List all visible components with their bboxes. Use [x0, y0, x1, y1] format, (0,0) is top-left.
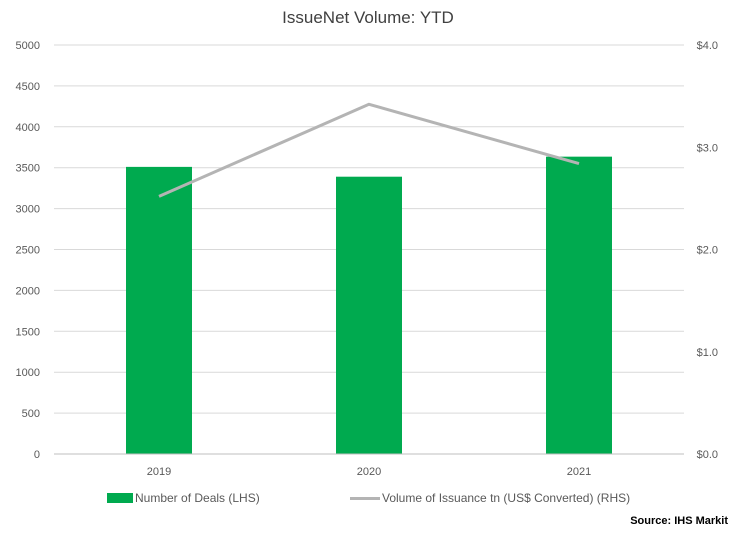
chart-title: IssueNet Volume: YTD [282, 8, 454, 27]
right-tick-label: $3.0 [697, 142, 718, 154]
legend-swatch-bar [107, 493, 133, 503]
bar-2021 [546, 156, 612, 455]
left-tick-label: 2500 [16, 245, 40, 257]
left-tick-label: 3500 [16, 163, 40, 175]
left-tick-label: 2000 [16, 285, 40, 297]
legend-item-deals: Number of Deals (LHS) [107, 491, 260, 505]
left-tick-label: 4500 [16, 81, 40, 93]
source-note: Source: IHS Markit [630, 515, 728, 527]
legend-label-volume: Volume of Issuance tn (US$ Converted) (R… [382, 491, 631, 505]
legend-label-deals: Number of Deals (LHS) [135, 491, 260, 505]
bar-2019 [126, 166, 192, 454]
x-tick-label: 2019 [147, 466, 171, 478]
right-tick-label: $4.0 [697, 40, 718, 52]
left-tick-label: 1000 [16, 367, 40, 379]
left-tick-label: 3000 [16, 204, 40, 216]
left-tick-label: 0 [34, 449, 40, 461]
right-tick-label: $0.0 [697, 449, 718, 461]
x-tick-label: 2021 [567, 466, 591, 478]
right-tick-label: $2.0 [697, 245, 718, 257]
left-tick-label: 500 [22, 408, 40, 420]
left-tick-label: 5000 [16, 40, 40, 52]
bar-2020 [336, 176, 402, 454]
legend-item-volume: Volume of Issuance tn (US$ Converted) (R… [350, 491, 630, 505]
right-tick-label: $1.0 [697, 347, 718, 359]
x-tick-label: 2020 [357, 466, 381, 478]
legend-swatch-line [350, 496, 380, 500]
left-tick-label: 1500 [16, 326, 40, 338]
left-tick-label: 4000 [16, 122, 40, 134]
